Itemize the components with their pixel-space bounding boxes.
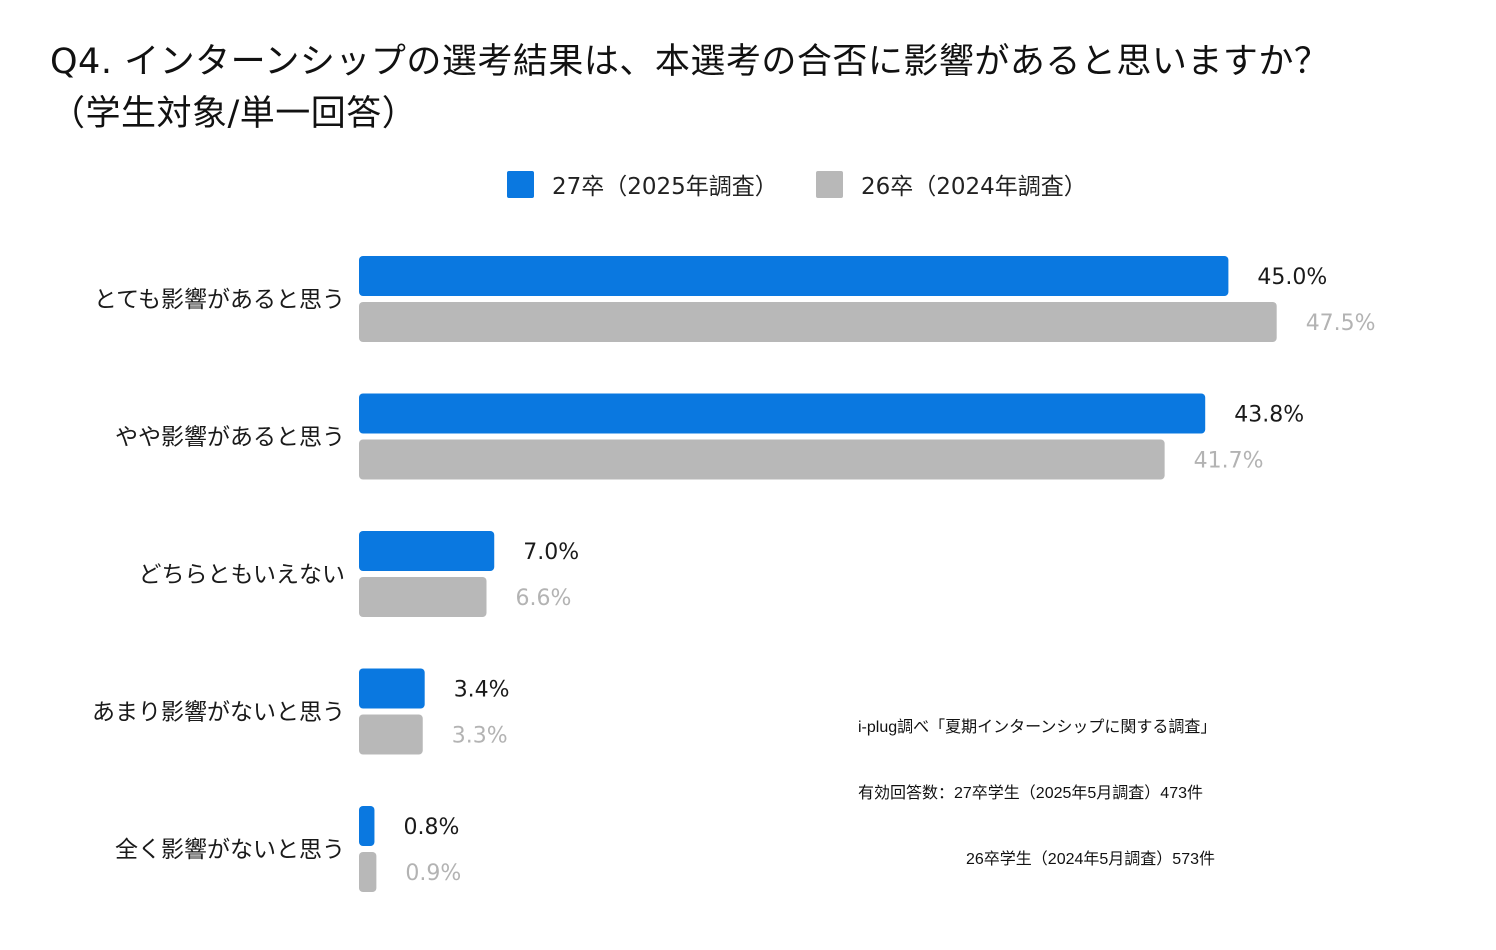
- bar-2024: [359, 302, 1277, 342]
- legend-item-2025: 27卒（2025年調査）: [507, 166, 778, 202]
- legend: 27卒（2025年調査） 26卒（2024年調査）: [0, 166, 1496, 202]
- value-label-2025: 3.4%: [454, 678, 510, 703]
- bar-2024: [359, 439, 1165, 480]
- category-group: とても影響があると思う 45.0% 47.5%: [94, 256, 1376, 342]
- category-group: やや影響があると思う 43.8% 41.7%: [115, 393, 1304, 480]
- category-label: やや影響があると思う: [115, 425, 345, 451]
- value-label-2024: 3.3%: [452, 724, 508, 749]
- category-group: どちらともいえない 7.0% 6.6%: [138, 531, 579, 617]
- category-label: どちらともいえない: [138, 562, 345, 588]
- bar-2025: [359, 668, 425, 709]
- source-note: i-plug調べ「夏期インターンシップに関する調査」 有効回答数：27卒学生（2…: [858, 673, 1216, 893]
- legend-swatch-2025: [507, 170, 534, 198]
- chart-title-line2: （学生対象/単一回答）: [50, 94, 418, 134]
- chart-title: Q4. インターンシップの選考結果は、本選考の合否に影響があると思いますか？ （…: [50, 36, 1329, 140]
- bar-2025: [359, 806, 375, 846]
- category-label: とても影響があると思う: [94, 287, 345, 313]
- value-label-2025: 43.8%: [1234, 403, 1304, 428]
- bar-2025: [359, 256, 1229, 296]
- value-label-2025: 0.8%: [403, 815, 459, 840]
- legend-item-2024: 26卒（2024年調査）: [816, 166, 1087, 202]
- value-label-2024: 6.6%: [516, 586, 572, 611]
- source-note-line1: i-plug調べ「夏期インターンシップに関する調査」: [858, 719, 1217, 736]
- bar-2024: [359, 577, 487, 617]
- bar-2024: [359, 852, 377, 892]
- category-label: 全く影響がないと思う: [115, 837, 345, 863]
- category-label: あまり影響がないと思う: [92, 700, 345, 726]
- value-label-2024: 41.7%: [1194, 449, 1264, 474]
- category-group: 全く影響がないと思う 0.8% 0.9%: [115, 806, 461, 892]
- legend-swatch-2024: [816, 170, 843, 198]
- value-label-2024: 0.9%: [405, 861, 461, 886]
- bar-2025: [359, 393, 1206, 434]
- legend-label-2025: 27卒（2025年調査）: [552, 174, 778, 200]
- source-note-line3: 26卒学生（2024年5月調査）573件: [966, 851, 1215, 868]
- value-label-2025: 7.0%: [523, 540, 579, 565]
- legend-label-2024: 26卒（2024年調査）: [861, 174, 1087, 200]
- bar-2025: [359, 531, 495, 571]
- value-label-2024: 47.5%: [1306, 311, 1376, 336]
- chart-title-line1: Q4. インターンシップの選考結果は、本選考の合否に影響があると思いますか？: [50, 42, 1330, 82]
- value-label-2025: 45.0%: [1257, 265, 1327, 290]
- category-group: あまり影響がないと思う 3.4% 3.3%: [92, 668, 510, 755]
- bar-2024: [359, 714, 423, 755]
- source-note-line2: 有効回答数：27卒学生（2025年5月調査）473件: [858, 785, 1203, 802]
